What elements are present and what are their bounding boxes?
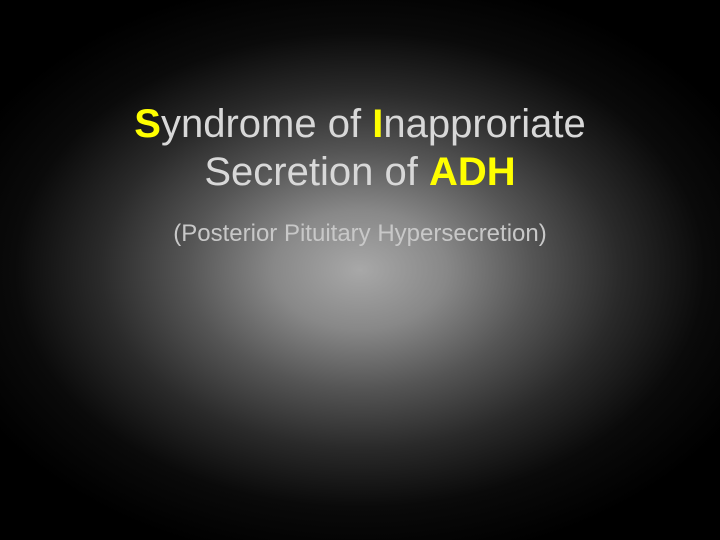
title-text-1: yndrome of bbox=[161, 102, 372, 146]
title-line-1: Syndrome of Inapproriate bbox=[0, 100, 720, 148]
title-highlight-i: I bbox=[372, 102, 383, 146]
slide: Syndrome of Inapproriate Secretion of AD… bbox=[0, 0, 720, 540]
title-block: Syndrome of Inapproriate Secretion of AD… bbox=[0, 100, 720, 248]
subtitle: (Posterior Pituitary Hypersecretion) bbox=[0, 220, 720, 248]
title-text-2: napproriate bbox=[383, 102, 585, 146]
title-highlight-adh: ADH bbox=[429, 150, 516, 194]
title-line-2: Secretion of ADH bbox=[0, 148, 720, 196]
title-text-3: Secretion of bbox=[204, 150, 429, 194]
title-highlight-s: S bbox=[134, 102, 161, 146]
